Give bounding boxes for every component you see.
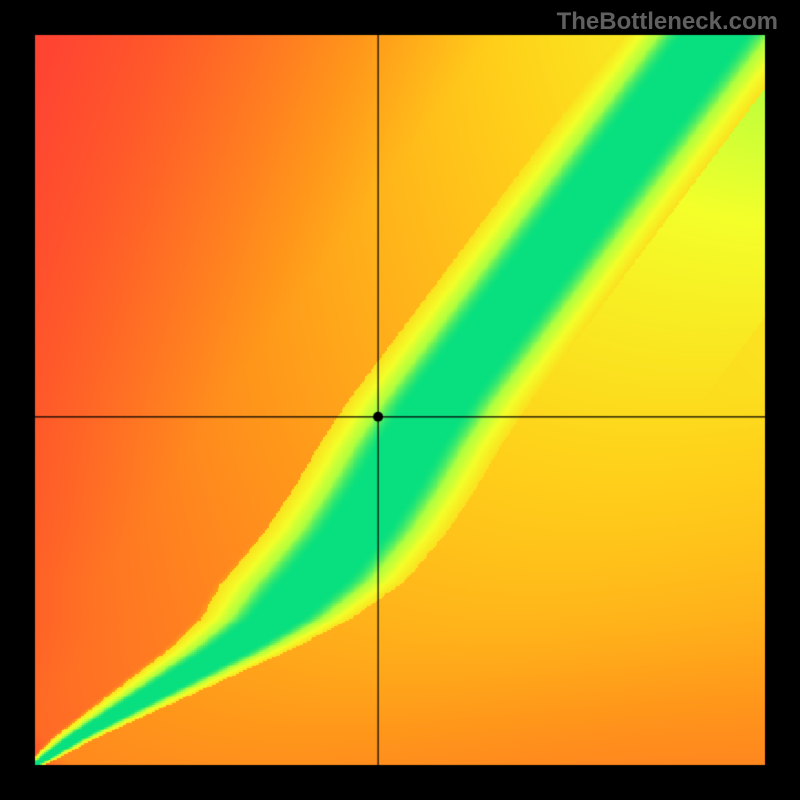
- bottleneck-heatmap-canvas: [0, 0, 800, 800]
- watermark-text: TheBottleneck.com: [557, 8, 778, 36]
